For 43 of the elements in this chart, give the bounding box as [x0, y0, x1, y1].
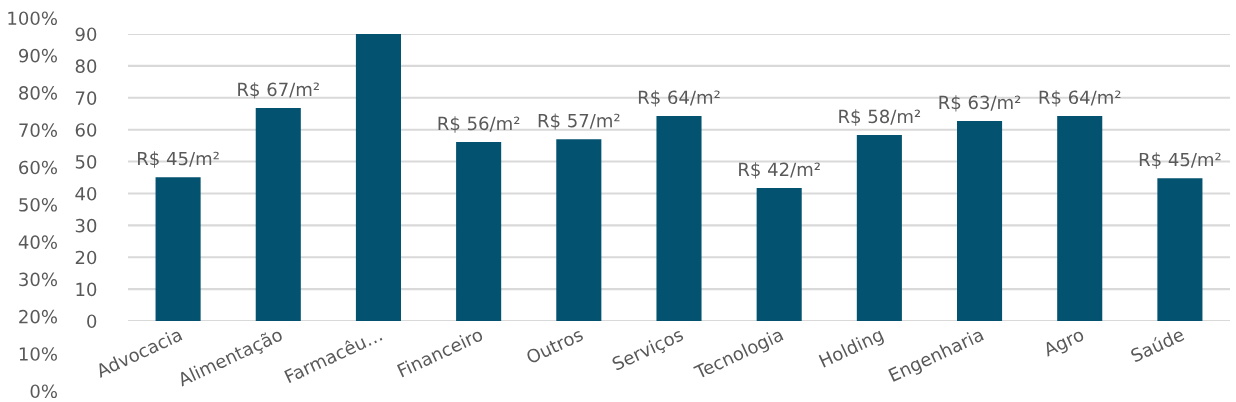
bar [856, 135, 902, 321]
bar [155, 177, 201, 321]
y2-tick-label: 60% [19, 160, 57, 175]
y-tick-label: 30 [75, 218, 97, 233]
y-tick-label: 0 [87, 314, 97, 329]
bar [957, 121, 1003, 321]
data-label: R$ 42/m² [739, 162, 820, 179]
bar [1057, 115, 1103, 321]
y2-tick-label: 20% [19, 309, 57, 324]
y2-tick-label: 90% [19, 48, 57, 63]
y-tick-label: 80 [75, 59, 97, 74]
data-label: R$ 67/m² [238, 82, 319, 99]
y-tick-label: 40 [75, 186, 97, 201]
data-label: R$ 56/m² [438, 116, 520, 133]
x-tick-label: Agro [1042, 327, 1087, 361]
data-label: R$ 45/m² [1139, 152, 1221, 169]
y-tick-label: 90 [75, 27, 97, 42]
data-label: R$ 45/m² [138, 151, 219, 168]
data-label: R$ 58/m² [839, 109, 921, 126]
y-tick-label: 20 [75, 250, 97, 265]
y-tick-label: 70 [75, 91, 97, 105]
bar [355, 34, 401, 321]
data-label: R$ 63/m² [939, 95, 1021, 112]
y2-tick-label: 0% [30, 384, 57, 399]
y-tick-label: 10 [76, 282, 97, 297]
data-label: R$ 57/m² [538, 113, 620, 130]
bar [656, 115, 702, 321]
y2-tick-label: 30% [19, 272, 57, 287]
bar [756, 188, 802, 321]
data-label: R$ 64/m² [638, 90, 720, 107]
y2-tick-label: 100% [8, 11, 57, 26]
y2-tick-label: 80% [19, 86, 57, 100]
bar [556, 139, 602, 321]
y2-tick-label: 40% [18, 235, 57, 249]
y-tick-label: 60 [75, 123, 97, 137]
bar [255, 107, 301, 321]
y2-tick-label: 10% [19, 347, 57, 361]
bar [1157, 178, 1203, 321]
data-label: R$ 64/m² [1039, 90, 1121, 107]
y2-tick-label: 50% [19, 197, 57, 212]
bar [456, 142, 502, 321]
y-tick-label: 50 [75, 155, 97, 169]
y2-tick-label: 70% [19, 123, 57, 138]
